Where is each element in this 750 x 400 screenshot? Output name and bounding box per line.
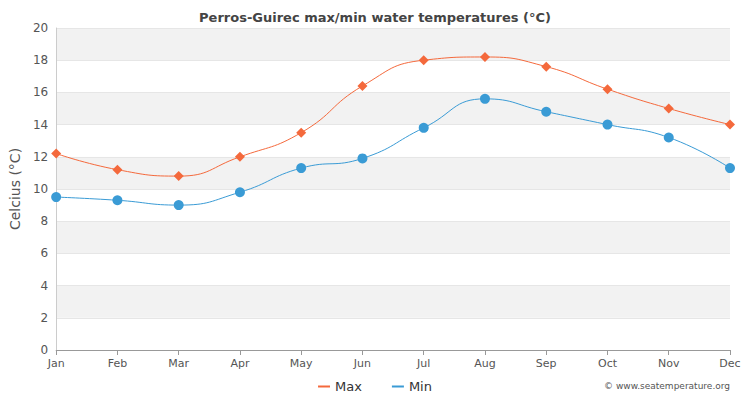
svg-text:Celcius (°C): Celcius (°C) [7,148,23,230]
svg-text:Oct: Oct [598,357,618,370]
svg-text:12: 12 [33,150,48,164]
svg-text:Feb: Feb [108,357,127,370]
svg-text:Min: Min [409,379,432,394]
svg-text:Nov: Nov [658,357,680,370]
svg-text:Apr: Apr [230,357,250,370]
svg-text:Jan: Jan [47,357,65,370]
svg-text:2: 2 [41,311,49,325]
svg-text:Aug: Aug [474,357,495,370]
svg-text:18: 18 [33,53,48,67]
svg-text:20: 20 [33,21,48,35]
svg-text:Dec: Dec [719,357,740,370]
svg-text:© www.seatemperature.org: © www.seatemperature.org [604,381,730,391]
svg-text:Mar: Mar [168,357,189,370]
svg-text:Jul: Jul [416,357,430,370]
svg-text:6: 6 [41,246,49,260]
svg-text:16: 16 [33,85,48,99]
svg-text:May: May [290,357,313,370]
svg-text:10: 10 [33,182,48,196]
svg-text:Perros-Guirec max/min water te: Perros-Guirec max/min water temperatures… [199,10,551,25]
svg-text:Jun: Jun [353,357,371,370]
svg-text:0: 0 [41,343,49,357]
svg-text:4: 4 [41,279,49,293]
svg-text:8: 8 [41,214,49,228]
svg-text:14: 14 [33,118,48,132]
svg-text:Max: Max [335,379,362,394]
svg-text:Sep: Sep [536,357,557,370]
